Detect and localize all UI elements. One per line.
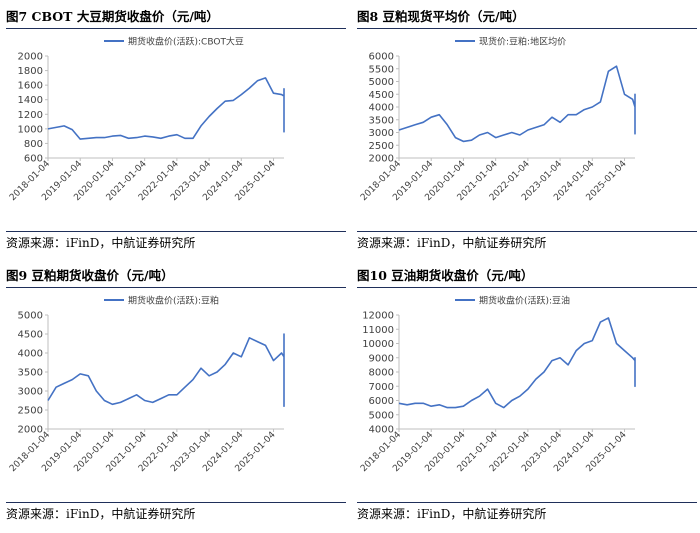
y-tick-label: 2000 [369, 154, 394, 165]
source-note: 资源来源：iFinD，中航证券研究所 [357, 507, 547, 521]
legend-label: 期货收盘价(活跃):豆粕 [128, 295, 219, 307]
legend-label: 期货收盘价(活跃):豆油 [479, 295, 570, 307]
source-note: 资源来源：iFinD，中航证券研究所 [6, 236, 196, 250]
y-tick-label: 6000 [369, 396, 394, 407]
y-tick-label: 2000 [18, 52, 43, 63]
title-rule [6, 287, 346, 288]
chart-svg: 4000500060007000800090001000011000120002… [359, 295, 636, 474]
y-tick-label: 8000 [369, 368, 394, 379]
legend-label: 期货收盘价(活跃):CBOT大豆 [128, 36, 244, 48]
legend-label: 现货价:豆粕:地区均价 [479, 36, 566, 48]
title-rule [357, 28, 697, 29]
y-tick-label: 600 [24, 154, 43, 165]
y-tick-label: 1800 [18, 66, 43, 77]
source-rule [357, 231, 697, 232]
source-rule [6, 231, 346, 232]
chart-svg: 6008001000120014001600180020002018-01-04… [8, 36, 285, 203]
series-line [398, 317, 636, 409]
y-tick-label: 12000 [362, 311, 394, 322]
y-tick-label: 5500 [369, 64, 394, 75]
source-rule [357, 502, 697, 503]
y-tick-label: 3000 [369, 128, 394, 139]
y-tick-label: 4500 [369, 90, 394, 101]
series-line [47, 77, 285, 140]
source-note: 资源来源：iFinD，中航证券研究所 [6, 507, 196, 521]
series-line [47, 333, 285, 407]
y-tick-label: 3500 [18, 368, 43, 379]
y-tick-label: 4000 [369, 425, 394, 436]
y-tick-label: 1400 [18, 95, 43, 106]
chart-title: 图10 豆油期货收盘价（元/吨） [357, 268, 534, 283]
source-note: 资源来源：iFinD，中航证券研究所 [357, 236, 547, 250]
y-tick-label: 2500 [18, 406, 43, 417]
title-rule [6, 28, 346, 29]
y-tick-label: 9000 [369, 353, 394, 364]
chart-panel-soyoil-futures: 图10 豆油期货收盘价（元/吨） 4000 5000 6000 7000 8000 900… [357, 265, 697, 527]
y-tick-label: 3500 [369, 115, 394, 126]
y-tick-label: 10000 [362, 339, 394, 350]
chart-title: 图7 CBOT 大豆期货收盘价（元/吨） [6, 9, 219, 24]
y-tick-label: 11000 [362, 325, 394, 336]
chart-svg: 20002500300035004000450050002018-01-0420… [8, 295, 285, 474]
y-tick-label: 3000 [18, 387, 43, 398]
chart-svg: 2000250030003500400045005000550060002018… [359, 36, 636, 203]
series-line [398, 65, 636, 143]
y-tick-label: 1200 [18, 110, 43, 121]
y-tick-label: 5000 [369, 410, 394, 421]
source-rule [6, 502, 346, 503]
y-tick-label: 4000 [369, 103, 394, 114]
y-tick-label: 2000 [18, 425, 43, 436]
chart-title: 图8 豆粕现货平均价（元/吨） [357, 9, 525, 24]
y-tick-label: 5000 [369, 77, 394, 88]
y-tick-label: 1000 [18, 124, 43, 135]
y-tick-label: 4500 [18, 330, 43, 341]
y-tick-label: 6000 [369, 52, 394, 63]
chart-title: 图9 豆粕期货收盘价（元/吨） [6, 268, 174, 283]
y-tick-label: 5000 [18, 311, 43, 322]
chart-panel-cbot-soybean: 图7 CBOT 大豆期货收盘价（元/吨） 600 800 1000 1200 1400 1… [6, 6, 346, 256]
y-tick-label: 4000 [18, 349, 43, 360]
y-tick-label: 7000 [369, 382, 394, 393]
y-tick-label: 800 [24, 139, 43, 150]
y-tick-label: 1600 [18, 81, 43, 92]
chart-panel-soymeal-spot: 图8 豆粕现货平均价（元/吨） 2000 2500 3000 3500 4000 4500… [357, 6, 697, 256]
y-tick-label: 2500 [369, 141, 394, 152]
chart-panel-soymeal-futures: 图9 豆粕期货收盘价（元/吨） 2000 2500 3000 3500 4000 4500… [6, 265, 346, 527]
title-rule [357, 287, 697, 288]
